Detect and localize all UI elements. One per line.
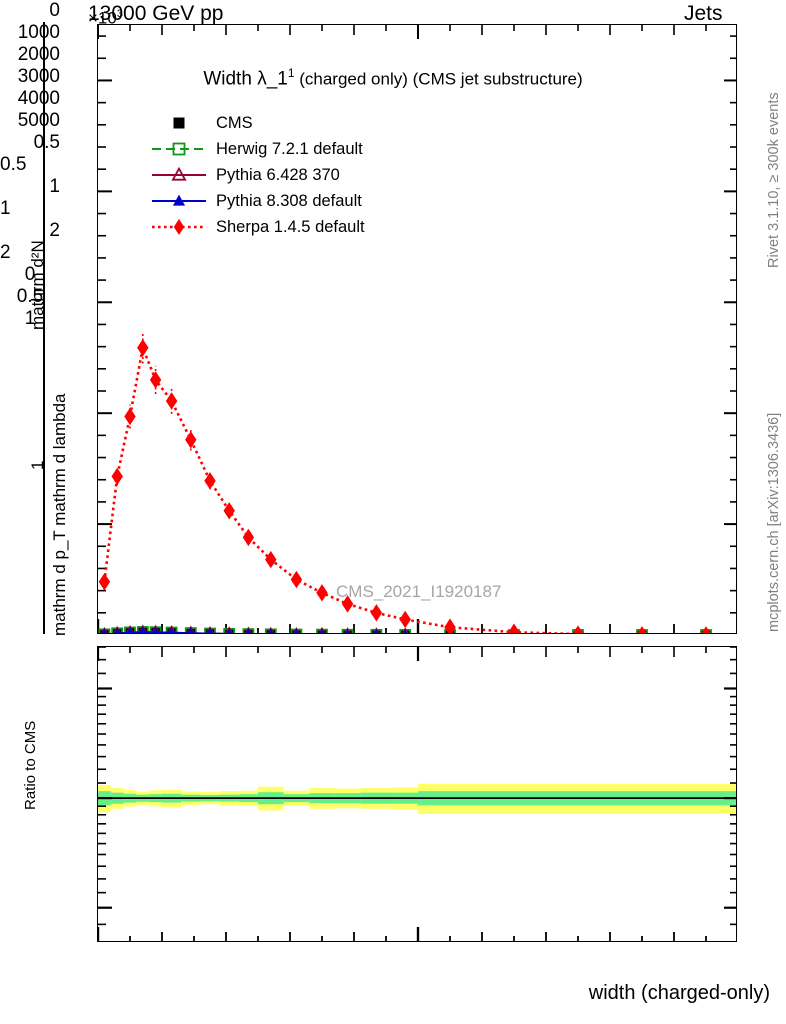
x-axis-title: width (charged-only) (588, 982, 770, 1004)
legend: CMS Herwig 7.2.1 default Pythia 6.428 370 P… (150, 110, 365, 240)
y-axis-scale-factor: ×103 (88, 8, 123, 28)
ratio-plot-panel (97, 646, 737, 942)
caption-rivet: Rivet 3.1.10, ≥ 300k events (766, 92, 782, 268)
legend-row-cms: CMS (150, 110, 365, 136)
y-axis-label-prefix-numerator: 1 (28, 460, 47, 470)
legend-label-herwig: Herwig 7.2.1 default (216, 140, 363, 158)
legend-marker-square-filled-icon (173, 117, 185, 129)
legend-row-pythia8: Pythia 8.308 default (150, 188, 365, 214)
legend-marker-diamond-filled-icon (152, 219, 206, 235)
plot-title: Width λ_11 (charged only) (CMS jet subst… (203, 66, 583, 90)
ratio-plot-canvas (98, 647, 736, 941)
legend-marker-triangle-open-icon (152, 166, 206, 181)
legend-marker-square-open-icon (152, 142, 206, 156)
legend-symbol-cms (150, 110, 208, 136)
legend-label-sherpa: Sherpa 1.4.5 default (216, 218, 365, 236)
legend-row-sherpa: Sherpa 1.4.5 default (150, 214, 365, 240)
main-plot-canvas (98, 25, 736, 633)
y-axis-label-denominator: mathrm d p_T mathrm d lambda (50, 393, 69, 637)
main-plot-panel (97, 24, 737, 634)
legend-row-pythia6: Pythia 6.428 370 (150, 162, 365, 188)
ratio-y-axis-label: Ratio to CMS (22, 720, 39, 810)
legend-symbol-pythia6 (150, 162, 208, 188)
analysis-category-label: Jets (684, 2, 723, 25)
y-axis-fraction-bar-main (43, 22, 45, 634)
ratio-axis-ticks (98, 647, 736, 941)
legend-symbol-sherpa (150, 214, 208, 240)
legend-label-pythia6: Pythia 6.428 370 (216, 166, 340, 184)
legend-label-cms: CMS (216, 114, 253, 132)
legend-row-herwig: Herwig 7.2.1 default (150, 136, 365, 162)
analysis-id-watermark: CMS_2021_I1920187 (336, 582, 502, 601)
legend-symbol-herwig (150, 136, 208, 162)
beam-energy-label: 13000 GeV pp (88, 2, 224, 25)
legend-marker-triangle-filled-icon (152, 194, 206, 206)
legend-label-pythia8: Pythia 8.308 default (216, 192, 362, 210)
series-sherpa-1-4-5-default (98, 331, 711, 633)
caption-mcplots: mcplots.cern.ch [arXiv:1306.3436] (766, 412, 782, 632)
legend-symbol-pythia8 (150, 188, 208, 214)
y-axis-label-numerator: mathrm d²N (28, 240, 47, 330)
